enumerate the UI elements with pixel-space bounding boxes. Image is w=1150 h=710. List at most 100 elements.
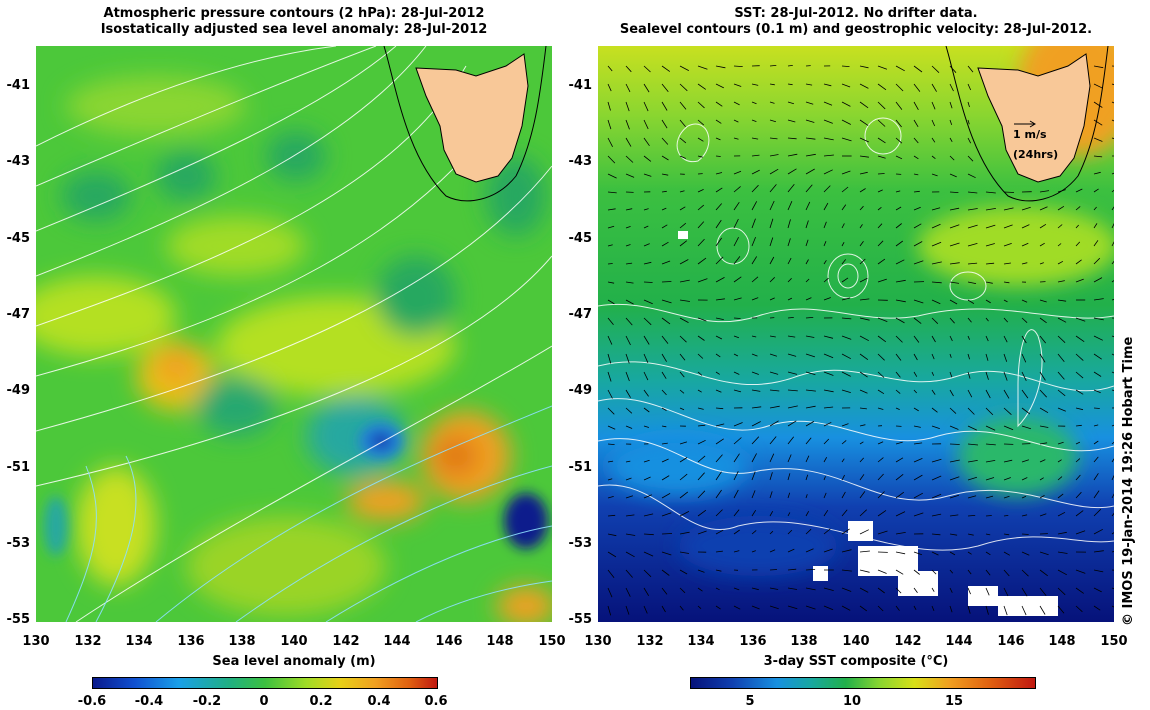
- velocity-arrow: [697, 472, 705, 481]
- velocity-arrow: [967, 605, 971, 614]
- sealevel-contours: [598, 117, 1114, 551]
- velocity-arrow: [751, 218, 756, 229]
- velocity-arrow: [1111, 512, 1114, 517]
- sla-colorbar: [92, 677, 438, 689]
- velocity-arrow: [823, 421, 832, 427]
- velocity-arrow: [787, 454, 792, 463]
- velocity-arrow: [607, 281, 615, 284]
- velocity-arrow: [697, 317, 707, 322]
- velocity-arrow: [607, 155, 616, 164]
- velocity-arrow: [697, 353, 704, 359]
- velocity-arrow: [1093, 240, 1099, 247]
- velocity-arrow: [805, 335, 815, 338]
- velocity-arrow: [895, 190, 901, 193]
- velocity-arrow: [787, 512, 791, 517]
- velocity-arrow: [715, 203, 723, 211]
- velocity-arrow: [679, 299, 690, 302]
- velocity-arrow: [733, 529, 740, 535]
- velocity-arrow: [841, 549, 852, 553]
- velocity-arrow: [661, 260, 671, 265]
- velocity-arrow: [913, 260, 924, 265]
- velocity-arrow: [787, 119, 796, 123]
- velocity-arrow: [1003, 207, 1014, 211]
- copyright-text: © IMOS 19-Jan-2014 19:26 Hobart Time: [1121, 336, 1136, 626]
- velocity-arrow: [913, 137, 919, 144]
- velocity-arrow: [949, 353, 952, 358]
- velocity-arrow: [1021, 587, 1028, 597]
- velocity-arrow: [805, 587, 816, 591]
- velocity-arrow: [931, 353, 935, 360]
- velocity-arrow: [985, 460, 996, 463]
- velocity-arrow: [931, 407, 938, 413]
- velocity-arrow: [949, 533, 958, 536]
- velocity-arrow: [625, 389, 631, 398]
- velocity-arrow: [643, 281, 653, 283]
- velocity-arrow: [661, 425, 667, 428]
- velocity-arrow: [841, 204, 847, 211]
- velocity-arrow: [679, 222, 687, 229]
- velocity-arrow: [787, 184, 795, 193]
- velocity-arrow: [769, 65, 777, 67]
- velocity-arrow: [823, 438, 830, 445]
- velocity-arrow: [625, 119, 630, 130]
- velocity-arrow: [859, 491, 866, 499]
- velocity-arrow: [769, 237, 774, 247]
- velocity-arrow: [805, 168, 815, 175]
- velocity-arrow: [949, 191, 959, 193]
- velocity-arrow: [805, 259, 809, 265]
- velocity-arrow: [769, 119, 777, 123]
- x-tick-label: 134: [125, 634, 153, 649]
- velocity-arrow: [967, 65, 974, 73]
- velocity-arrow: [733, 237, 739, 247]
- velocity-arrow: [823, 277, 829, 283]
- velocity-arrow: [1039, 407, 1049, 414]
- velocity-arrow: [949, 494, 960, 499]
- velocity-arrow: [697, 371, 703, 376]
- velocity-arrow: [1093, 155, 1103, 158]
- velocity-arrow: [625, 101, 630, 112]
- velocity-arrow: [805, 317, 814, 319]
- tasmania-land-sst: [977, 53, 1091, 183]
- velocity-arrow: [715, 277, 725, 283]
- velocity-arrow: [1093, 456, 1099, 463]
- velocity-arrow: [1093, 335, 1103, 341]
- velocity-arrow: [769, 277, 775, 283]
- velocity-arrow: [643, 119, 649, 130]
- velocity-arrow: [679, 441, 688, 445]
- velocity-arrow: [1039, 442, 1048, 445]
- velocity-arrow: [967, 119, 970, 125]
- velocity-arrow: [1003, 425, 1014, 431]
- velocity-arrow: [679, 206, 686, 211]
- velocity-arrow: [1003, 262, 1011, 265]
- velocity-arrow: [985, 243, 995, 247]
- velocity-arrow: [1111, 317, 1114, 319]
- velocity-arrow: [787, 420, 797, 427]
- velocity-arrow: [787, 168, 797, 175]
- velocity-arrow: [823, 101, 833, 106]
- velocity-arrow: [1093, 473, 1099, 481]
- velocity-arrow: [625, 226, 631, 229]
- velocity-arrow: [841, 474, 845, 481]
- velocity-arrow: [661, 281, 672, 283]
- velocity-arrow: [913, 101, 919, 110]
- velocity-arrow: [733, 137, 739, 140]
- velocity-arrow: [931, 513, 942, 517]
- velocity-arrow: [805, 119, 815, 123]
- velocity-arrow: [841, 371, 851, 377]
- velocity-arrow: [769, 587, 779, 590]
- velocity-arrow: [787, 529, 793, 535]
- velocity-arrow: [607, 335, 613, 345]
- velocity-arrow: [913, 223, 922, 229]
- velocity-arrow: [859, 188, 866, 193]
- velocity-arrow: [751, 509, 757, 517]
- pressure-contours: [36, 46, 552, 622]
- velocity-arrow: [931, 173, 938, 177]
- sst-colorbar-tick: 10: [842, 694, 862, 709]
- velocity-arrow: [751, 453, 757, 463]
- velocity-arrow: [949, 281, 960, 284]
- velocity-arrow: [751, 421, 761, 427]
- velocity-arrow: [805, 137, 816, 140]
- velocity-arrow: [607, 173, 617, 179]
- velocity-arrow: [607, 551, 617, 558]
- velocity-arrow: [697, 119, 705, 126]
